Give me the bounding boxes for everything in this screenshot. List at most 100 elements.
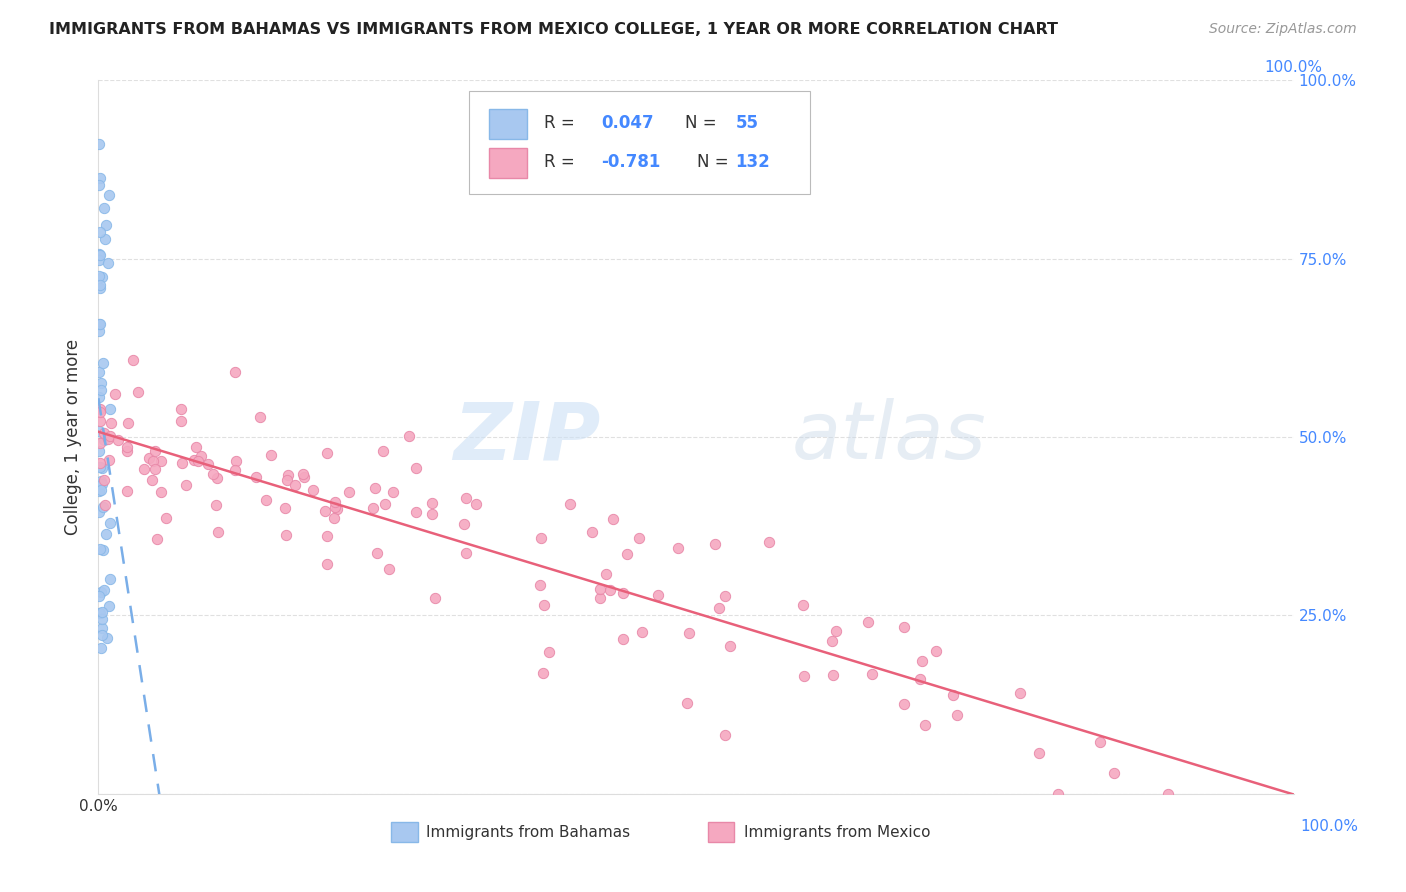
- Point: [378, 562, 401, 576]
- Point: [91, 628, 114, 642]
- Point: [381, 485, 404, 500]
- Point: [89, 178, 111, 192]
- Point: [94, 232, 117, 246]
- Point: [90, 621, 112, 635]
- Point: [96, 526, 118, 541]
- Point: [612, 585, 634, 599]
- Point: [678, 626, 700, 640]
- Text: 132: 132: [735, 153, 770, 171]
- Point: [89, 436, 111, 450]
- Point: [97, 256, 120, 270]
- Point: [1047, 787, 1070, 801]
- Point: [589, 582, 612, 596]
- Point: [89, 456, 111, 470]
- Point: [98, 401, 122, 416]
- Point: [197, 457, 219, 471]
- FancyBboxPatch shape: [391, 822, 418, 842]
- Point: [97, 432, 120, 446]
- Point: [146, 532, 169, 546]
- Point: [224, 365, 246, 379]
- Point: [456, 491, 478, 505]
- Point: [127, 384, 149, 399]
- Point: [87, 248, 110, 262]
- Point: [1028, 746, 1050, 760]
- Point: [94, 219, 117, 233]
- Point: [714, 728, 737, 742]
- Point: [186, 440, 208, 454]
- Point: [90, 611, 112, 625]
- Point: [115, 440, 138, 454]
- Point: [169, 414, 191, 428]
- Point: [204, 499, 226, 513]
- FancyBboxPatch shape: [489, 148, 527, 178]
- Point: [292, 467, 315, 481]
- Point: [425, 591, 447, 606]
- Point: [117, 416, 139, 430]
- Point: [301, 483, 323, 497]
- Point: [1008, 686, 1031, 700]
- Point: [183, 453, 205, 467]
- Point: [589, 591, 612, 605]
- Point: [405, 505, 427, 519]
- Text: 100.0%: 100.0%: [1301, 819, 1358, 834]
- Point: [89, 324, 111, 338]
- Point: [149, 454, 172, 468]
- Point: [893, 620, 915, 634]
- Point: [323, 510, 346, 524]
- Point: [90, 641, 112, 656]
- Point: [138, 451, 160, 466]
- Point: [90, 477, 112, 491]
- Point: [91, 500, 114, 514]
- Point: [595, 567, 617, 582]
- Point: [93, 582, 115, 597]
- Point: [91, 356, 114, 370]
- Point: [93, 473, 115, 487]
- Point: [98, 516, 122, 530]
- Point: [90, 383, 112, 397]
- Point: [602, 512, 624, 526]
- Point: [373, 443, 395, 458]
- Text: ZIP: ZIP: [453, 398, 600, 476]
- Point: [143, 462, 166, 476]
- Point: [924, 643, 946, 657]
- Point: [143, 444, 166, 458]
- Point: [90, 483, 112, 497]
- Point: [453, 516, 475, 531]
- Point: [121, 353, 143, 368]
- Point: [337, 484, 360, 499]
- FancyBboxPatch shape: [470, 91, 810, 194]
- Point: [89, 248, 111, 262]
- Point: [274, 500, 297, 515]
- Point: [284, 478, 307, 492]
- Y-axis label: College, 1 year or more: College, 1 year or more: [65, 339, 83, 535]
- Point: [98, 572, 122, 586]
- Point: [792, 598, 814, 612]
- Point: [89, 281, 111, 295]
- Point: [793, 669, 815, 683]
- Point: [860, 667, 883, 681]
- Point: [529, 531, 551, 545]
- Point: [277, 468, 299, 483]
- Point: [631, 624, 654, 639]
- Point: [94, 498, 117, 512]
- Point: [714, 589, 737, 603]
- Point: [170, 402, 193, 417]
- Point: [224, 463, 246, 477]
- Point: [89, 589, 111, 603]
- Point: [89, 137, 111, 152]
- Point: [821, 667, 844, 681]
- Point: [104, 387, 127, 401]
- Text: Immigrants from Bahamas: Immigrants from Bahamas: [426, 825, 630, 840]
- Point: [190, 449, 212, 463]
- Point: [141, 473, 163, 487]
- Point: [581, 524, 603, 539]
- Text: atlas: atlas: [792, 398, 987, 476]
- Point: [89, 606, 111, 620]
- Point: [87, 253, 110, 268]
- Point: [398, 428, 420, 442]
- Point: [89, 414, 111, 428]
- Point: [292, 470, 315, 484]
- Point: [533, 599, 555, 613]
- Point: [93, 434, 115, 448]
- Point: [537, 645, 560, 659]
